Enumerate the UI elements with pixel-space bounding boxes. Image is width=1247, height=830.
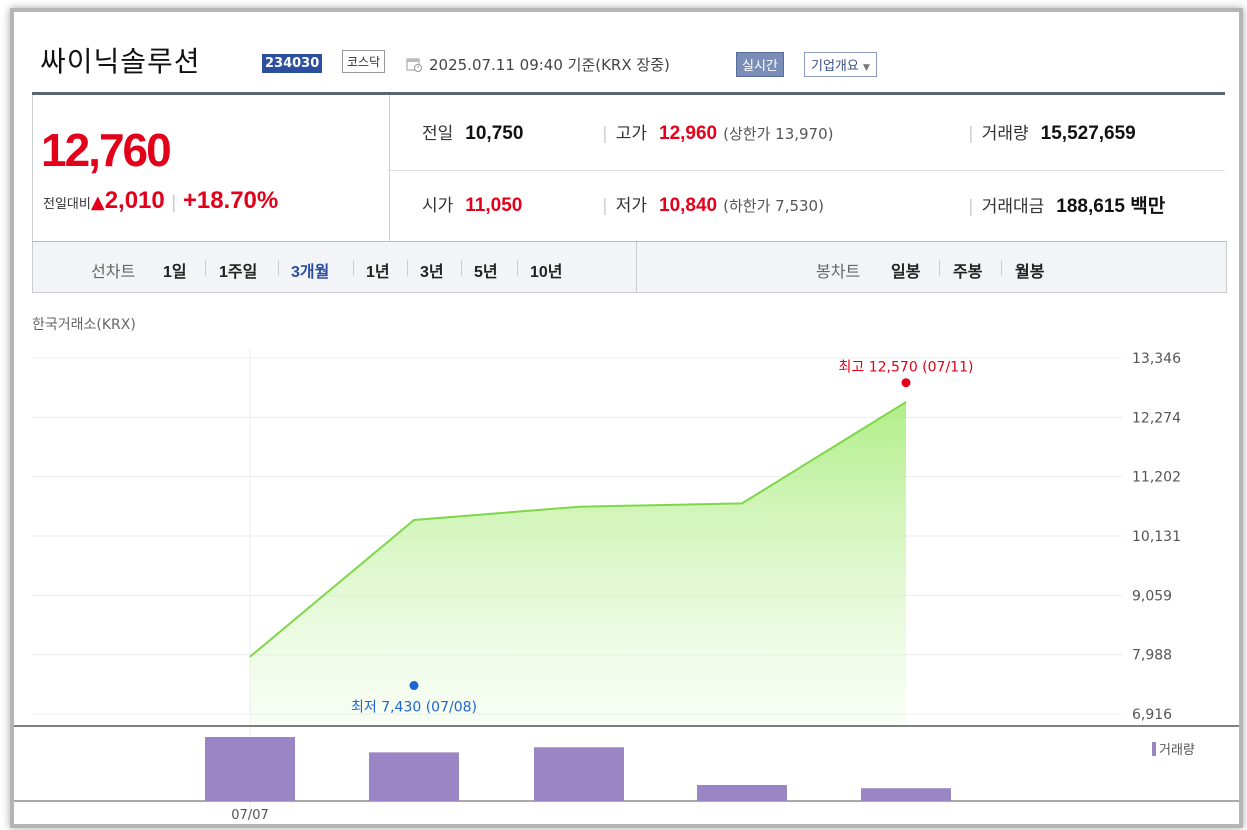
chart-tabs: 선차트 1일 1주일 3개월 1년 3년 5년 10년 봉차트 일봉 주봉 월봉 [32,241,1227,293]
open-label: 시가 [422,196,454,216]
diff-percent: +18.70% [182,187,279,214]
exchange-label: 한국거래소(KRX) [32,317,136,333]
divider [1001,260,1002,276]
current-price: 12,760 [41,124,172,176]
price-point [249,656,251,658]
volume-legend-label: 거래량 [1159,743,1195,758]
price-chart: 13,34612,27411,20210,1319,0597,9886,916 … [14,348,1239,824]
price-area-fill [250,402,906,726]
divider [278,260,279,276]
divider [407,260,408,276]
y-tick-label: 13,346 [1132,351,1181,367]
current-price-panel: 12,760 전일대비▲2,010 | +18.70% [32,95,390,247]
max-annotation: 최고 12,570 (07/11) [839,360,974,376]
tab-period-1y[interactable]: 1년 [366,264,390,281]
price-datetime: 2025.07.11 09:40 기준(KRX 장중) [429,56,670,74]
tab-period-1d[interactable]: 1일 [163,264,187,281]
volume-bars: 거래량 07/07 [14,725,1239,823]
divider: | [968,124,974,144]
divider: | [602,124,608,144]
prev-close-value: 10,750 [465,123,524,144]
y-tick-label: 10,131 [1132,529,1181,545]
y-tick-label: 9,059 [1132,588,1172,604]
low-label: 저가 [615,196,648,216]
prev-close-stat: 전일 10,750 [422,119,523,145]
tab-period-3y[interactable]: 3년 [420,264,444,281]
low-stat: | 저가 10,840 (하한가 7,530) [602,191,824,217]
tab-period-1w[interactable]: 1주일 [219,264,258,281]
company-info-dropdown[interactable]: 기업개요 ▼ [804,52,877,77]
y-tick-label: 11,202 [1132,470,1181,486]
x-tick-label: 07/07 [231,808,268,823]
diff-label: 전일대비 [43,197,91,212]
price-area [249,401,907,726]
lower-limit: (하한가 7,530) [723,197,824,215]
tab-candle-daily[interactable]: 일봉 [891,264,921,281]
max-point-marker [901,378,911,388]
y-tick-label: 6,916 [1132,707,1172,723]
high-label: 고가 [615,124,648,144]
price-point [578,506,580,508]
volume-bar [205,737,295,801]
market-badge: 코스닥 [342,50,386,73]
tab-candle-weekly[interactable]: 주봉 [953,264,983,281]
divider: | [170,192,177,213]
volume-bar [861,788,951,801]
price-point [741,502,743,504]
volume-bar [697,785,787,801]
line-chart-label: 선차트 [91,262,136,281]
company-info-label: 기업개요 [811,59,859,74]
up-arrow-icon: ▲ [90,192,105,213]
prev-close-label: 전일 [422,124,454,144]
divider [461,260,462,276]
window-frame: 싸이닉솔루션 234030 코스닥 2025.07.11 09:40 기준(KR… [10,8,1243,828]
price-summary: 12,760 전일대비▲2,010 | +18.70% 전일 10,750 | 고가 12… [32,92,1225,248]
stock-header: 싸이닉솔루션 234030 코스닥 2025.07.11 09:40 기준(KR… [14,12,1239,92]
price-point [413,519,415,521]
open-value: 11,050 [465,195,523,216]
line-chart-tabs: 선차트 1일 1주일 3개월 1년 3년 5년 10년 [33,242,637,292]
chevron-down-icon: ▼ [862,63,870,73]
price-point [905,401,907,403]
divider [517,260,518,276]
chart-annotations: 최고 12,570 (07/11) 최저 7,430 (07/08) [351,360,973,716]
row-divider [388,170,1225,171]
low-value: 10,840 [659,195,718,216]
upper-limit: (상한가 13,970) [723,125,834,143]
y-tick-label: 12,274 [1132,410,1181,426]
tab-period-3m[interactable]: 3개월 [291,264,330,281]
candle-chart-label: 봉차트 [816,262,861,281]
stock-code: 234030 [262,54,323,73]
volume-value: 15,527,659 [1040,123,1136,144]
volume-bar [369,752,459,801]
amount-value: 188,615 백만 [1056,196,1166,217]
min-point-marker [409,681,419,691]
open-stat: 시가 11,050 [422,191,522,217]
amount-label: 거래대금 [981,197,1045,217]
y-tick-label: 7,988 [1132,648,1172,664]
volume-bar [534,747,624,801]
price-change: 전일대비▲2,010 | +18.70% [43,187,278,215]
divider [205,260,206,276]
volume-label: 거래량 [981,124,1029,144]
amount-stat: | 거래대금 188,615 백만 [968,191,1165,218]
tab-candle-monthly[interactable]: 월봉 [1015,264,1045,281]
volume-legend-swatch [1152,742,1156,756]
realtime-button[interactable]: 실시간 [736,52,784,77]
calendar-icon [406,58,422,72]
min-annotation: 최저 7,430 (07/08) [351,700,477,716]
volume-stat: | 거래량 15,527,659 [968,119,1136,145]
tab-period-10y[interactable]: 10년 [530,264,563,281]
high-value: 12,960 [659,123,718,144]
divider: | [602,196,608,216]
divider [939,260,940,276]
high-stat: | 고가 12,960 (상한가 13,970) [602,119,834,145]
divider [353,260,354,276]
tab-period-5y[interactable]: 5년 [474,264,498,281]
y-axis-ticks: 13,346 12,274 11,202 10,131 9,059 7,988 6,916 [1132,351,1181,723]
divider: | [968,197,974,217]
company-name: 싸이닉솔루션 [40,45,201,78]
diff-value: 2,010 [104,187,165,214]
